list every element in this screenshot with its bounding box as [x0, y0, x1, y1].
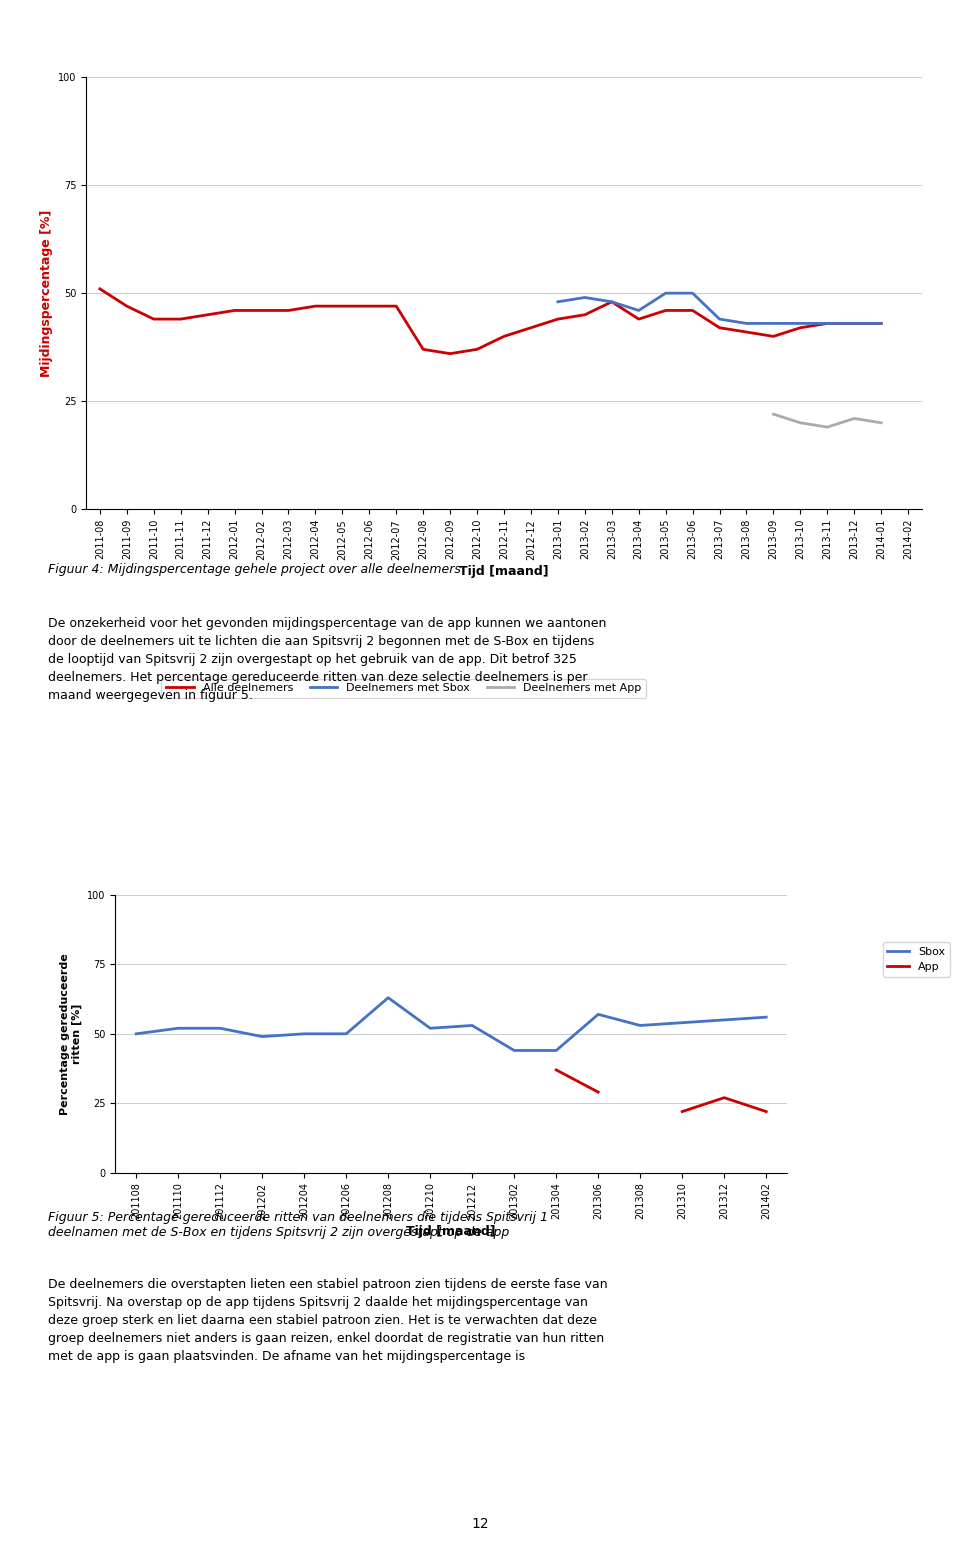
Y-axis label: Mijdingspercentage [%]: Mijdingspercentage [%] [39, 210, 53, 376]
Sbox [256, 1028, 268, 1046]
App [718, 1088, 730, 1106]
Text: Figuur 5: Percentage gereduceerde ritten van deelnemers die tijdens Spitsvrij 1
: Figuur 5: Percentage gereduceerde ritten… [48, 1211, 548, 1239]
Sbox [509, 1042, 520, 1060]
Alle deelnemers [795, 318, 806, 336]
Alle deelnemers [606, 293, 617, 312]
Sbox [214, 1018, 226, 1037]
Deelnemers met Sbox [768, 315, 780, 333]
Sbox [467, 1017, 478, 1035]
Alle deelnemers [175, 310, 186, 329]
Alle deelnemers [94, 279, 106, 298]
Alle deelnemers [498, 327, 510, 346]
Alle deelnemers [202, 306, 213, 324]
Alle deelnemers [444, 344, 456, 363]
Text: 12: 12 [471, 1517, 489, 1531]
Alle deelnemers [121, 296, 132, 315]
Sbox [424, 1018, 436, 1037]
Deelnemers met Sbox [822, 315, 833, 333]
Alle deelnemers [337, 296, 348, 315]
Deelnemers met App [876, 414, 887, 432]
Deelnemers met Sbox [714, 310, 726, 329]
Alle deelnemers [633, 310, 644, 329]
Sbox [550, 1042, 562, 1060]
Deelnemers met Sbox [686, 284, 698, 302]
Deelnemers met Sbox [579, 289, 590, 307]
Sbox [131, 1025, 142, 1043]
Deelnemers met App [768, 404, 780, 423]
Sbox [677, 1014, 688, 1032]
Alle deelnemers [418, 339, 429, 358]
Deelnemers met Sbox [552, 293, 564, 312]
X-axis label: Tijd [maand]: Tijd [maand] [459, 565, 549, 579]
Sbox [760, 1008, 772, 1026]
Text: De deelnemers die overstapten lieten een stabiel patroon zien tijdens de eerste : De deelnemers die overstapten lieten een… [48, 1278, 608, 1362]
Y-axis label: Percentage gereduceerde
ritten [%]: Percentage gereduceerde ritten [%] [60, 954, 82, 1114]
Text: De onzekerheid voor het gevonden mijdingspercentage van de app kunnen we aantone: De onzekerheid voor het gevonden mijding… [48, 617, 607, 702]
Deelnemers met App [849, 409, 860, 427]
Alle deelnemers [822, 315, 833, 333]
Deelnemers met App [822, 418, 833, 437]
Alle deelnemers [525, 318, 537, 336]
Sbox [382, 989, 394, 1008]
Legend: Alle deelnemers, Deelnemers met Sbox, Deelnemers met App: Alle deelnemers, Deelnemers met Sbox, De… [161, 679, 646, 697]
Deelnemers met Sbox [606, 293, 617, 312]
Alle deelnemers [471, 339, 483, 358]
Legend: Sbox, App: Sbox, App [882, 943, 949, 977]
Line: Alle deelnemers: Alle deelnemers [100, 289, 881, 353]
Deelnemers met Sbox [660, 284, 671, 302]
Sbox [341, 1025, 352, 1043]
App [760, 1102, 772, 1120]
Alle deelnemers [741, 322, 753, 341]
Alle deelnemers [876, 315, 887, 333]
Line: App: App [683, 1097, 766, 1111]
Text: Figuur 4: Mijdingspercentage gehele project over alle deelnemers: Figuur 4: Mijdingspercentage gehele proj… [48, 563, 461, 576]
Sbox [299, 1025, 310, 1043]
Alle deelnemers [714, 318, 726, 336]
Alle deelnemers [552, 310, 564, 329]
Alle deelnemers [391, 296, 402, 315]
Alle deelnemers [364, 296, 375, 315]
Sbox [173, 1018, 184, 1037]
Sbox [718, 1011, 730, 1029]
Deelnemers met Sbox [876, 315, 887, 333]
Deelnemers met App [795, 414, 806, 432]
Alle deelnemers [228, 301, 240, 319]
Alle deelnemers [660, 301, 671, 319]
Alle deelnemers [282, 301, 294, 319]
Deelnemers met Sbox [795, 315, 806, 333]
Sbox [635, 1017, 646, 1035]
Alle deelnemers [768, 327, 780, 346]
Sbox [592, 1004, 604, 1023]
Alle deelnemers [148, 310, 159, 329]
App [677, 1102, 688, 1120]
X-axis label: Tijd [maand]: Tijd [maand] [406, 1225, 496, 1237]
Deelnemers met Sbox [849, 315, 860, 333]
Alle deelnemers [579, 306, 590, 324]
Deelnemers met Sbox [741, 315, 753, 333]
Line: Sbox: Sbox [136, 998, 766, 1051]
Alle deelnemers [849, 315, 860, 333]
Alle deelnemers [686, 301, 698, 319]
Alle deelnemers [255, 301, 267, 319]
Line: Deelnemers met App: Deelnemers met App [774, 414, 881, 427]
Deelnemers met Sbox [633, 301, 644, 319]
Alle deelnemers [310, 296, 322, 315]
Line: Deelnemers met Sbox: Deelnemers met Sbox [558, 293, 881, 324]
